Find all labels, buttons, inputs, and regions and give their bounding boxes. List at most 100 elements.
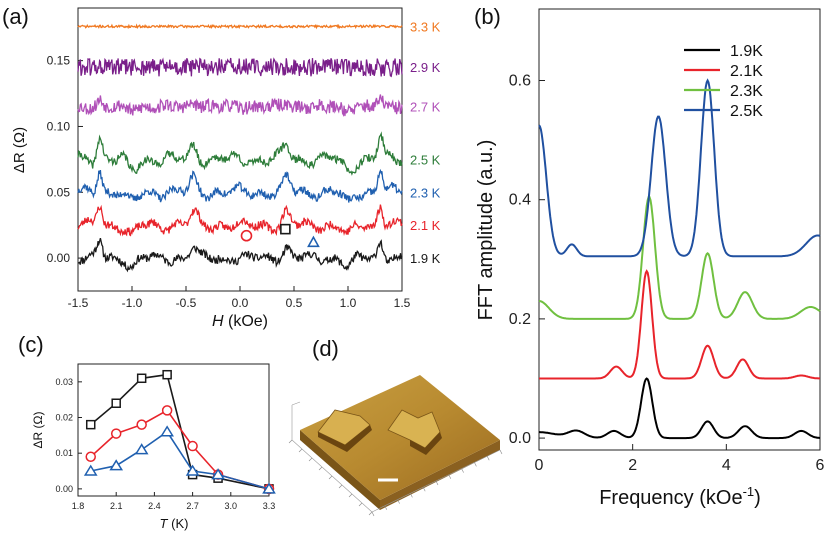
panel-b-series-line [538, 78, 821, 258]
panel-b-xtick-label: 4 [722, 457, 731, 474]
afm-tick [308, 457, 313, 462]
panel-b-legend-label: 1.9K [730, 43, 763, 60]
panel-d-label: (d) [312, 336, 339, 361]
panel-c-xtick-label: 2.4 [148, 501, 161, 511]
panel-c-xtick-label: 3.3 [263, 501, 276, 511]
panel-a-marker-circle [240, 229, 253, 242]
afm-tick [371, 511, 375, 517]
afm-tick [338, 484, 343, 489]
panel-c-marker-triangle [109, 459, 124, 471]
panel-a-series-line [77, 23, 403, 30]
afm-tick [358, 502, 363, 507]
panel-b-ytick-label: 0.0 [509, 430, 531, 447]
panel-c-marker-circle [110, 428, 122, 439]
panel-c-marker-triangle [160, 425, 174, 437]
panel-b-ytick-label: 0.6 [509, 73, 531, 90]
panel-c-xlabel-symbol: T [160, 516, 169, 531]
panel-b-xtick-label: 0 [535, 457, 544, 474]
panel-a-ytick-label: 0.10 [47, 119, 71, 133]
panel-c-marker-triangle [83, 464, 98, 476]
panel-a-xlabel-symbol: H [212, 313, 224, 330]
panel-a-series-label: 2.3 K [410, 185, 441, 200]
panel-a-xtick-label: 0.0 [232, 296, 249, 310]
afm-tick [499, 449, 503, 455]
panel-b-legend-label: 2.1K [730, 63, 763, 80]
afm-flake-left-shadow [318, 425, 372, 452]
afm-tick [288, 439, 293, 444]
panel-c-ytick-label: 0.01 [55, 448, 73, 458]
panel-c-label: (c) [18, 332, 44, 357]
panel-a-series-line [77, 131, 403, 176]
panel-a-ytick-label: 0.00 [47, 251, 71, 265]
panel-a-series-line [77, 237, 403, 273]
panel-c-series-line [90, 430, 270, 490]
panel-a-label: (a) [2, 4, 29, 29]
panel-a-series-line [77, 168, 403, 203]
afm-tick [474, 462, 477, 467]
panel-a-series-label: 2.1 K [410, 218, 441, 233]
panel-b-series-line [539, 269, 820, 380]
panel-b-xlabel-tail: ) [754, 487, 761, 509]
afm-tick [348, 493, 353, 498]
panel-b-legend-label: 2.3K [730, 83, 763, 100]
panel-a-series-line [77, 94, 403, 117]
afm-tick [318, 466, 323, 471]
afm-tick [384, 505, 388, 510]
panel-c-ytick-label: 0.00 [55, 484, 73, 494]
panel-c-marker-square [85, 419, 96, 430]
panel-a-xtick-label: -1.5 [68, 296, 89, 310]
panel-a-series-label: 2.9 K [410, 60, 441, 75]
panel-a-marker-triangle [307, 235, 320, 248]
afm-tick [448, 474, 452, 479]
panel-a-xtick-label: 0.5 [286, 296, 303, 310]
panel-c-marker-circle [85, 451, 96, 463]
afm-tick [486, 456, 490, 461]
panel-b-series-line [539, 377, 821, 440]
panel-c-xtick-label: 2.1 [110, 501, 123, 511]
panel-c-ylabel: ΔR (Ω) [31, 412, 45, 449]
panel-b-xtick-label: 6 [816, 457, 825, 474]
panel-a-ytick-label: 0.15 [47, 54, 71, 68]
panel-d-afm-image [288, 375, 503, 517]
panel-c-marker-triangle [211, 468, 225, 480]
afm-tick [422, 487, 426, 492]
panel-a-xtick-label: -1.0 [122, 296, 143, 310]
panel-c-marker-triangle [134, 443, 149, 455]
panel-b-ytick-label: 0.4 [509, 192, 531, 209]
panel-b-chart: 0 2 4 6 0.0 0.2 0.4 0.6 1.9K 2.1K 2.3K 2.5K FFT am… [475, 8, 825, 509]
panel-c-xtick-label: 1.8 [72, 501, 85, 511]
panel-b-frame [538, 8, 821, 451]
panel-b-xlabel-sup: -1 [743, 484, 755, 499]
panel-a-xtick-label: -0.5 [176, 296, 197, 310]
panel-c-chart: 1.8 2.1 2.4 2.7 3.0 3.3 0.00 0.01 0.02 0.03 ΔR (Ω… [31, 363, 276, 531]
panel-c-marker-circle [136, 419, 147, 430]
panel-a-ytick-label: 0.05 [47, 185, 71, 199]
panel-a-xtick-label: 1.0 [340, 296, 357, 310]
panel-a-series-line [77, 57, 403, 78]
panel-b-ylabel: FFT amplitude (a.u.) [475, 140, 497, 321]
panel-c-marker-triangle [185, 464, 200, 476]
afm-tick [435, 480, 439, 486]
panel-a-series-label: 3.3 K [410, 19, 441, 34]
panel-b-xtick-label: 2 [628, 457, 637, 474]
afm-tick [328, 475, 333, 480]
afm-tick [397, 499, 400, 504]
panel-a-series-label: 2.7 K [410, 100, 441, 115]
afm-tick [368, 511, 373, 516]
panel-c-frame [77, 363, 270, 497]
panel-a-series-line [77, 204, 403, 237]
afm-axis-ticks [288, 439, 503, 517]
panel-c-marker-triangle [262, 482, 276, 494]
panel-a-chart: -1.5 -1.0 -0.5 0.0 0.5 1.0 1.5 0.00 0.05 0.10 0.15… [11, 7, 441, 330]
afm-tick [410, 493, 413, 498]
panel-a-xtick-label: 1.5 [394, 296, 411, 310]
panel-b-xlabel-text: Frequency (kOe [599, 487, 742, 509]
panel-c-xtick-label: 3.0 [225, 501, 238, 511]
panel-c-marker-square [136, 373, 147, 384]
afm-side-left [300, 430, 380, 510]
panel-a-frame [77, 7, 403, 292]
panel-a-marker-square [280, 223, 291, 235]
panel-b-legend-label: 2.5K [730, 103, 763, 120]
afm-tick [298, 448, 303, 453]
